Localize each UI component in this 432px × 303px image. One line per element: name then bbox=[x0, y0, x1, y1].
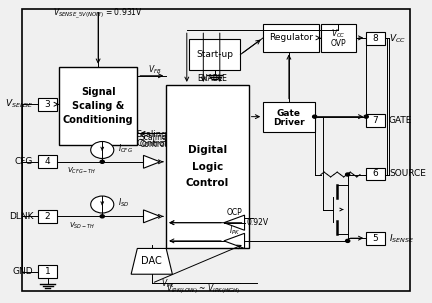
Text: GATE: GATE bbox=[389, 116, 412, 125]
Text: Gate: Gate bbox=[277, 108, 301, 118]
Text: Control: Control bbox=[140, 140, 167, 149]
Bar bbox=[263, 102, 314, 132]
Text: DAC: DAC bbox=[141, 256, 162, 266]
Bar bbox=[59, 67, 137, 145]
Bar bbox=[38, 265, 57, 278]
Text: $V_{CC}$: $V_{CC}$ bbox=[389, 32, 406, 45]
Text: 0.92V: 0.92V bbox=[247, 218, 269, 227]
Text: $V_{SENSE}$: $V_{SENSE}$ bbox=[4, 98, 33, 111]
Text: 1: 1 bbox=[45, 267, 51, 276]
Text: OCP: OCP bbox=[226, 208, 242, 217]
Text: SOURCE: SOURCE bbox=[389, 169, 426, 178]
Bar bbox=[263, 24, 319, 52]
Text: Signal: Signal bbox=[81, 87, 115, 97]
Text: 4: 4 bbox=[45, 157, 51, 166]
Text: 5: 5 bbox=[373, 234, 378, 243]
Text: Digital: Digital bbox=[188, 145, 227, 155]
Text: Start-up: Start-up bbox=[196, 50, 233, 59]
Polygon shape bbox=[143, 210, 160, 223]
Text: ENABLE: ENABLE bbox=[198, 74, 228, 83]
Text: 2: 2 bbox=[45, 212, 51, 221]
Polygon shape bbox=[143, 155, 160, 168]
Polygon shape bbox=[224, 233, 245, 248]
Text: DLNK: DLNK bbox=[9, 212, 33, 221]
Polygon shape bbox=[131, 248, 172, 274]
Bar bbox=[366, 232, 385, 245]
Text: $I_{SD}$: $I_{SD}$ bbox=[118, 197, 130, 209]
Bar bbox=[366, 32, 385, 45]
Text: Scaling: Scaling bbox=[137, 130, 167, 139]
Text: GND: GND bbox=[13, 267, 33, 276]
Text: $I_{CFG}$: $I_{CFG}$ bbox=[118, 142, 133, 155]
Polygon shape bbox=[224, 215, 245, 230]
Text: Driver: Driver bbox=[273, 118, 305, 127]
Bar bbox=[38, 210, 57, 223]
Text: $I_{SENSE}$: $I_{SENSE}$ bbox=[389, 232, 414, 245]
Text: OVP: OVP bbox=[330, 39, 346, 48]
Circle shape bbox=[91, 142, 114, 158]
Bar bbox=[189, 39, 241, 70]
Text: 6: 6 bbox=[373, 169, 378, 178]
Text: $V_{FB}$: $V_{FB}$ bbox=[148, 63, 161, 76]
Text: $V_{CC}$: $V_{CC}$ bbox=[331, 28, 346, 40]
Text: $V_{CFG-TH}$: $V_{CFG-TH}$ bbox=[67, 166, 96, 176]
Bar bbox=[366, 114, 385, 127]
Text: Scaling: Scaling bbox=[140, 133, 167, 142]
Bar bbox=[366, 168, 385, 180]
Text: $I_{PK}$: $I_{PK}$ bbox=[229, 225, 240, 237]
Bar bbox=[38, 155, 57, 168]
Bar bbox=[321, 24, 356, 52]
Circle shape bbox=[346, 173, 350, 176]
Text: CFG: CFG bbox=[15, 157, 33, 166]
Text: Control: Control bbox=[186, 178, 229, 188]
Text: $V_{PK}$: $V_{PK}$ bbox=[161, 277, 175, 290]
Text: 8: 8 bbox=[373, 34, 378, 43]
Circle shape bbox=[100, 160, 104, 163]
Circle shape bbox=[100, 215, 104, 218]
Bar bbox=[166, 85, 249, 248]
Text: Logic: Logic bbox=[192, 161, 223, 172]
Text: Conditioning: Conditioning bbox=[63, 115, 133, 125]
Text: $V_{SD-TH}$: $V_{SD-TH}$ bbox=[69, 220, 95, 231]
Circle shape bbox=[364, 115, 368, 118]
Text: Scaling &: Scaling & bbox=[72, 101, 124, 111]
Bar bbox=[38, 98, 57, 111]
Text: Regulator: Regulator bbox=[269, 33, 313, 42]
Text: $V_{SENSE\_5V(NOM)}$ = 0.931V: $V_{SENSE\_5V(NOM)}$ = 0.931V bbox=[53, 6, 143, 21]
Text: 7: 7 bbox=[373, 116, 378, 125]
Circle shape bbox=[91, 196, 114, 213]
Circle shape bbox=[313, 115, 317, 118]
Text: $V_{IPK(LOW)}$ ~ $V_{IPK(HIGH)}$: $V_{IPK(LOW)}$ ~ $V_{IPK(HIGH)}$ bbox=[166, 282, 241, 296]
Text: 3: 3 bbox=[45, 100, 51, 109]
Text: Control: Control bbox=[137, 139, 167, 148]
Circle shape bbox=[346, 239, 350, 242]
